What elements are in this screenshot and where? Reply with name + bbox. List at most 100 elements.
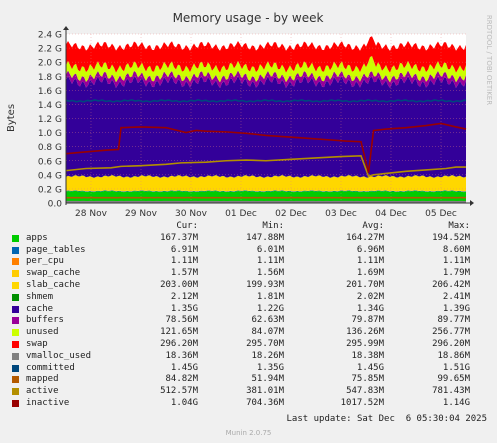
legend-swatch xyxy=(12,388,19,396)
legend-avg: 18.38M xyxy=(351,350,384,361)
legend-swatch xyxy=(12,258,19,266)
legend-swatch xyxy=(12,234,19,242)
x-axis-arrow xyxy=(470,200,474,206)
legend-max: 206.42M xyxy=(432,279,470,290)
legend-cur: 121.65M xyxy=(160,327,198,338)
x-tick-label: 30 Nov xyxy=(175,209,208,219)
y-tick-label: 0.0 xyxy=(48,200,63,210)
legend-swatch xyxy=(12,376,19,384)
legend-max: 89.77M xyxy=(437,315,470,326)
legend-cur: 84.82M xyxy=(165,374,198,385)
legend-min: 51.94M xyxy=(251,374,284,385)
legend-row-active: active 512.57M 381.01M 547.83M 781.43M xyxy=(12,386,487,398)
legend-cur: 1.35G xyxy=(170,303,198,314)
footer: Munin 2.0.75 xyxy=(225,429,272,437)
y-tick-label: 2.2 G xyxy=(38,45,62,55)
last-update: Last update: Sat Dec 6 05:30:04 2025 xyxy=(286,414,487,424)
legend-label: apps xyxy=(26,232,48,243)
legend-cur: 1.04G xyxy=(170,397,198,408)
watermark: RRDTOOL / TOBI OETIKER xyxy=(485,15,493,105)
legend-avg: 295.99M xyxy=(346,338,384,349)
legend-header-cur: Cur: xyxy=(176,221,198,231)
legend-max: 1.39G xyxy=(442,303,470,314)
y-axis-label: Bytes xyxy=(6,104,17,132)
legend-max: 8.60M xyxy=(442,244,470,255)
legend-min: 1.22G xyxy=(256,303,284,314)
legend-cur: 2.12M xyxy=(170,291,198,302)
chart-title: Memory usage - by week xyxy=(173,11,324,25)
legend-avg: 79.87M xyxy=(351,315,384,326)
legend-min: 381.01M xyxy=(246,386,284,397)
legend-swatch xyxy=(12,399,19,407)
legend-label: shmem xyxy=(26,291,54,302)
area-shmem xyxy=(66,175,466,178)
legend-row-page_tables: page_tables 6.91M 6.01M 6.96M 8.60M xyxy=(12,245,487,257)
legend-min: 1.35G xyxy=(256,362,284,373)
legend-cur: 1.45G xyxy=(170,362,198,373)
legend-max: 1.11M xyxy=(442,256,470,267)
legend-header-min: Min: xyxy=(262,221,284,231)
legend-swatch xyxy=(12,364,19,372)
legend-label: swap xyxy=(26,338,48,349)
legend-max: 256.77M xyxy=(432,327,470,338)
legend-min: 1.11M xyxy=(256,256,284,267)
legend-min: 18.26M xyxy=(251,350,284,361)
legend-min: 147.88M xyxy=(246,232,284,243)
legend-label: swap_cache xyxy=(26,268,81,279)
legend-avg: 2.02M xyxy=(356,291,384,302)
legend-header-max: Max: xyxy=(448,221,470,231)
legend-cur: 1.57M xyxy=(170,268,198,279)
legend-max: 781.43M xyxy=(432,386,470,397)
y-tick-label: 0.8 G xyxy=(38,143,62,153)
line-inactive xyxy=(65,122,467,173)
y-tick-label: 1.2 G xyxy=(38,115,62,125)
legend-header: Cur: Min: Avg: Max: xyxy=(12,221,487,233)
x-tick-label: 03 Dec xyxy=(325,209,357,219)
y-tick-label: 1.8 G xyxy=(38,73,62,83)
legend-max: 296.20M xyxy=(432,338,470,349)
legend-cur: 78.56M xyxy=(165,315,198,326)
legend-max: 1.79M xyxy=(442,268,470,279)
legend-max: 1.14G xyxy=(442,397,470,408)
legend-max: 194.52M xyxy=(432,232,470,243)
x-tick-label: 02 Dec xyxy=(275,209,307,219)
x-tick-label: 05 Dec xyxy=(425,209,457,219)
y-tick-label: 2.4 G xyxy=(38,31,62,41)
legend-min: 84.07M xyxy=(251,327,284,338)
legend-cur: 1.11M xyxy=(170,256,198,267)
legend-swatch xyxy=(12,352,19,360)
legend-row-inactive: inactive 1.04G 704.36M 1017.52M 1.14G xyxy=(12,398,487,410)
legend-min: 1.56M xyxy=(256,268,284,279)
x-tick-label: 28 Nov xyxy=(75,209,108,219)
y-axis-arrow xyxy=(63,26,69,30)
legend-row-swap: swap 296.20M 295.70M 295.99M 296.20M xyxy=(12,339,487,351)
legend-row-per_cpu: per_cpu 1.11M 1.11M 1.11M 1.11M xyxy=(12,256,487,268)
area-slab_cache xyxy=(66,175,466,192)
legend-swatch xyxy=(12,270,19,278)
legend-row-committed: committed 1.45G 1.35G 1.45G 1.51G xyxy=(12,363,487,375)
legend-row-swap_cache: swap_cache 1.57M 1.56M 1.69M 1.79M xyxy=(12,268,487,280)
legend: Cur: Min: Avg: Max: apps 167.37M 147.88M 16… xyxy=(12,221,487,410)
legend-min: 1.81M xyxy=(256,291,284,302)
legend-avg: 6.96M xyxy=(356,244,384,255)
legend-cur: 18.36M xyxy=(165,350,198,361)
area-swap xyxy=(66,36,466,73)
legend-row-mapped: mapped 84.82M 51.94M 75.85M 99.65M xyxy=(12,374,487,386)
legend-swatch xyxy=(12,340,19,348)
legend-cur: 296.20M xyxy=(160,338,198,349)
y-tick-label: 2.0 G xyxy=(38,59,62,69)
legend-avg: 1.34G xyxy=(356,303,384,314)
legend-swatch xyxy=(12,305,19,313)
legend-swatch xyxy=(12,329,19,337)
x-tick-label: 01 Dec xyxy=(225,209,257,219)
legend-label: per_cpu xyxy=(26,256,64,267)
area-per_cpu xyxy=(66,190,466,192)
legend-max: 18.86M xyxy=(437,350,470,361)
legend-cur: 6.91M xyxy=(170,244,198,255)
x-tick-label: 04 Dec xyxy=(375,209,407,219)
legend-avg: 547.83M xyxy=(346,386,384,397)
y-tick-label: 1.4 G xyxy=(38,101,62,111)
legend-avg: 1.45G xyxy=(356,362,384,373)
x-tick-label: 29 Nov xyxy=(125,209,158,219)
